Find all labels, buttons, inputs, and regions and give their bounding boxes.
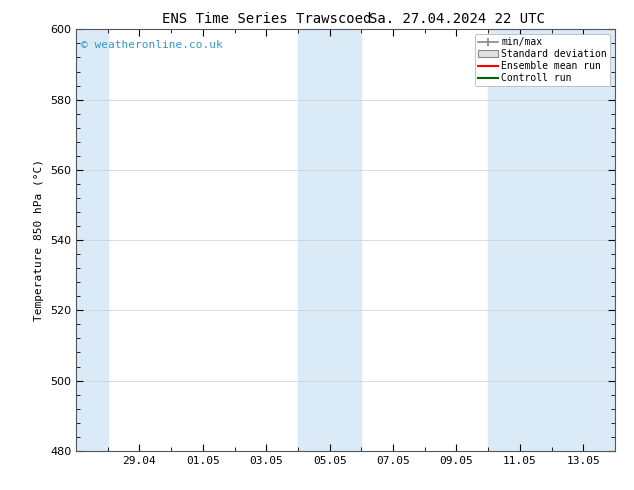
Text: Sa. 27.04.2024 22 UTC: Sa. 27.04.2024 22 UTC	[368, 12, 545, 26]
Bar	[298, 29, 361, 451]
Y-axis label: Temperature 850 hPa (°C): Temperature 850 hPa (°C)	[34, 159, 44, 321]
Text: ENS Time Series Trawscoed: ENS Time Series Trawscoed	[162, 12, 371, 26]
Bar	[488, 29, 615, 451]
Text: © weatheronline.co.uk: © weatheronline.co.uk	[81, 40, 223, 50]
Legend: min/max, Standard deviation, Ensemble mean run, Controll run: min/max, Standard deviation, Ensemble me…	[476, 34, 610, 86]
Bar	[76, 29, 108, 451]
